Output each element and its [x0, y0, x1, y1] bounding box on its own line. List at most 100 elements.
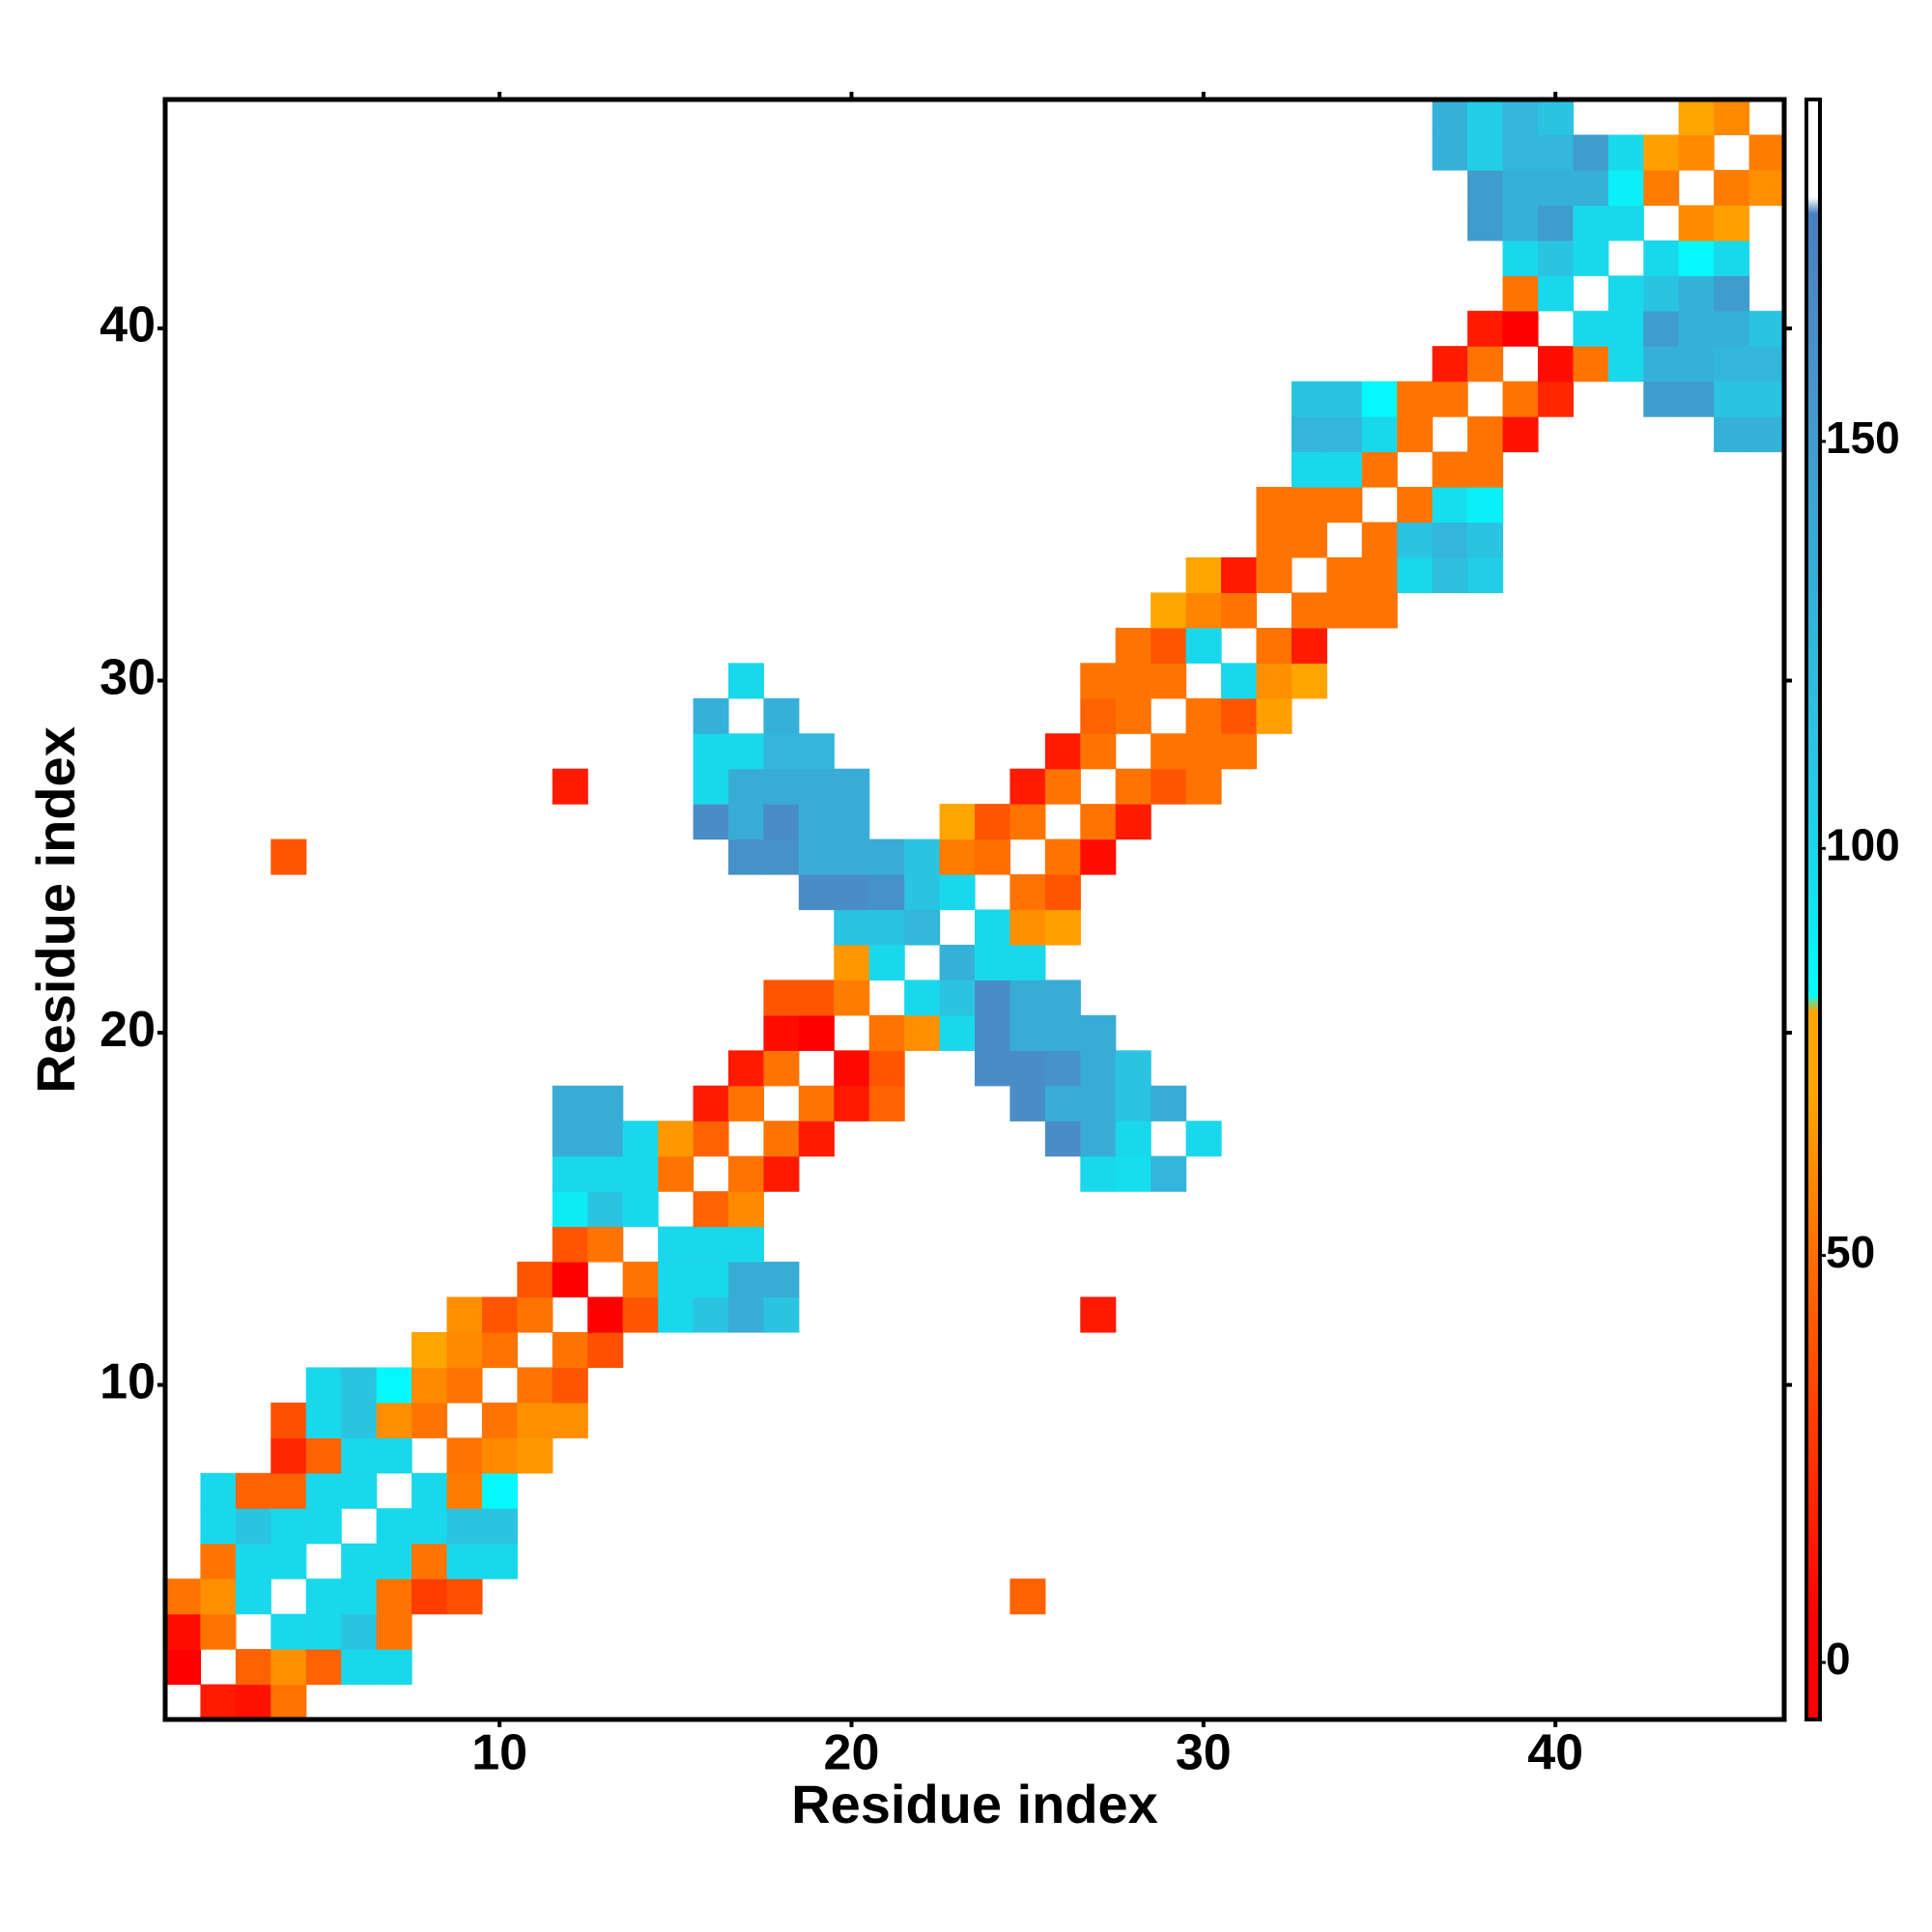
heatmap-cell: [1714, 169, 1750, 206]
heatmap-cell: [1714, 275, 1750, 312]
heatmap-cell: [1748, 416, 1785, 453]
heatmap-cell: [798, 1014, 835, 1051]
heatmap-cell: [1080, 1085, 1117, 1122]
heatmap-cell: [1678, 346, 1715, 383]
heatmap-cell: [798, 768, 835, 805]
y-axis-label: Residue index: [25, 726, 86, 1094]
heatmap-cell: [1044, 1085, 1081, 1122]
heatmap-cell: [270, 1684, 307, 1720]
y-tick-label: 30: [99, 649, 156, 705]
heatmap-cell: [1361, 381, 1398, 417]
heatmap-cell: [517, 1437, 554, 1474]
heatmap-cell: [270, 1543, 307, 1579]
heatmap-cell: [517, 1367, 554, 1404]
heatmap-cell: [235, 1684, 271, 1720]
heatmap-cell: [727, 1262, 764, 1298]
heatmap-cell: [200, 1684, 237, 1720]
heatmap-cell: [1678, 381, 1715, 417]
heatmap-cell: [763, 768, 800, 805]
x-axis-label: Residue index: [791, 1774, 1158, 1834]
heatmap-cell: [1643, 134, 1680, 171]
heatmap-cell: [763, 1262, 800, 1298]
heatmap-cell: [1361, 556, 1398, 593]
heatmap-cell: [798, 1121, 835, 1157]
heatmap-cell: [412, 1472, 448, 1509]
heatmap-cell: [1748, 346, 1785, 383]
heatmap-cell: [834, 768, 870, 805]
heatmap-cell: [658, 1296, 695, 1333]
heatmap-cell: [693, 1121, 729, 1157]
heatmap-cell: [376, 1437, 412, 1474]
heatmap-cell: [727, 733, 764, 770]
heatmap-cell: [1115, 768, 1151, 805]
heatmap-cell: [1573, 205, 1609, 242]
heatmap-cell: [975, 804, 1011, 840]
heatmap-cell: [622, 1296, 659, 1333]
heatmap-cell: [552, 1402, 588, 1438]
x-tick-label: 40: [1527, 1725, 1583, 1781]
heatmap-cell: [904, 909, 941, 946]
heatmap-cell: [798, 1085, 835, 1122]
heatmap-cell: [1537, 381, 1574, 417]
heatmap-cell: [1678, 240, 1715, 276]
heatmap-cell: [552, 1191, 588, 1228]
heatmap-cell: [1432, 134, 1468, 171]
heatmap-cell: [1467, 556, 1504, 593]
heatmap-cell: [622, 1262, 659, 1298]
heatmap-cell: [235, 1649, 271, 1686]
heatmap-cell: [1185, 627, 1222, 664]
heatmap-cell: [446, 1331, 483, 1369]
heatmap-cell: [1432, 346, 1468, 383]
heatmap-cell: [1291, 487, 1327, 524]
heatmap-cell: [1080, 1014, 1117, 1051]
heatmap-cell: [763, 838, 800, 875]
heatmap-cell: [1467, 134, 1504, 171]
heatmap-cell: [200, 1613, 237, 1650]
heatmap-cell: [1326, 416, 1363, 453]
heatmap-cell: [798, 838, 835, 875]
heatmap-cell: [412, 1543, 448, 1579]
heatmap-cell: [1467, 99, 1504, 136]
heatmap-cell: [200, 1508, 237, 1545]
heatmap-cell: [270, 838, 307, 875]
plot-frame: [162, 97, 1787, 1722]
heatmap-cell: [1256, 697, 1293, 734]
heatmap-cell: [1537, 205, 1574, 242]
heatmap-cell: [552, 1262, 588, 1298]
heatmap-cell: [798, 804, 835, 840]
heatmap-cell: [1573, 346, 1609, 383]
heatmap-cell: [834, 804, 870, 840]
heatmap-cell: [412, 1578, 448, 1615]
heatmap-cell: [1607, 346, 1644, 383]
heatmap-cell: [1115, 1121, 1151, 1157]
heatmap-cell: [1573, 310, 1609, 347]
heatmap-cell: [270, 1508, 307, 1545]
heatmap-cell: [412, 1508, 448, 1545]
heatmap-cell: [834, 1085, 870, 1122]
heatmap-cell: [763, 980, 800, 1016]
heatmap-cell: [868, 909, 905, 946]
colorbar-tick-label: 50: [1826, 1227, 1875, 1277]
heatmap-cell: [1502, 99, 1539, 136]
heatmap-cell: [1009, 1085, 1046, 1122]
heatmap-cell: [1714, 416, 1750, 453]
heatmap-cell: [1397, 416, 1434, 453]
heatmap-cell: [376, 1578, 412, 1615]
heatmap-cell: [1748, 134, 1785, 171]
heatmap-cell: [412, 1367, 448, 1404]
heatmap-cell: [622, 1155, 659, 1192]
heatmap-cell: [1607, 310, 1644, 347]
heatmap-cell: [376, 1402, 412, 1438]
heatmap-cell: [1326, 381, 1363, 417]
heatmap-cell: [1502, 310, 1539, 347]
heatmap-cell: [235, 1578, 271, 1615]
heatmap-cell: [798, 874, 835, 911]
heatmap-cell: [552, 1155, 588, 1192]
heatmap-cell: [975, 838, 1011, 875]
heatmap-cell: [552, 1085, 588, 1122]
heatmap-cell: [834, 838, 870, 875]
x-tick-label: 30: [1176, 1725, 1232, 1781]
heatmap-cell: [693, 1226, 729, 1263]
heatmap-cell: [165, 1578, 202, 1615]
heatmap-cell: [1044, 874, 1081, 911]
